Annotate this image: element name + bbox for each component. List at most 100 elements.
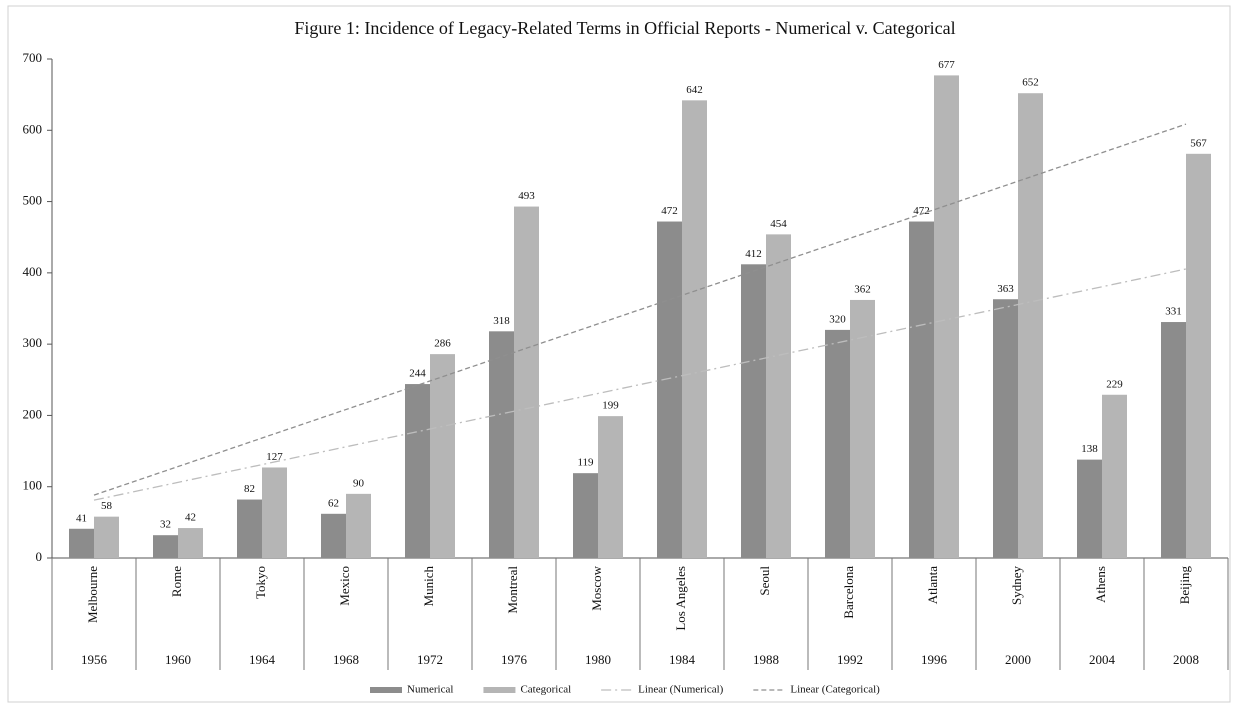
x-tick-label: Tokyo xyxy=(253,566,268,599)
x-group-label: 1972 xyxy=(417,652,443,667)
data-label: 90 xyxy=(353,477,365,489)
y-tick-label: 500 xyxy=(23,193,43,208)
bar xyxy=(766,234,791,558)
data-label: 362 xyxy=(854,283,871,295)
trendline xyxy=(93,268,1187,501)
bar xyxy=(934,75,959,558)
bar xyxy=(153,535,178,558)
legend-swatch xyxy=(483,687,516,693)
y-tick-label: 400 xyxy=(23,264,43,279)
data-label: 642 xyxy=(686,84,703,96)
x-tick-label: Athens xyxy=(1093,566,1108,603)
data-label: 58 xyxy=(101,500,113,512)
bar xyxy=(69,528,94,558)
y-tick-label: 0 xyxy=(36,549,43,564)
y-tick-label: 300 xyxy=(23,335,43,350)
bar xyxy=(430,354,455,558)
data-label: 62 xyxy=(328,497,339,509)
legend-swatch xyxy=(370,687,402,693)
data-label: 472 xyxy=(913,205,930,217)
bar xyxy=(850,299,875,558)
bar xyxy=(262,467,287,558)
bar xyxy=(178,528,203,558)
bar xyxy=(1102,394,1127,558)
x-group-label: 1992 xyxy=(837,652,863,667)
x-tick-label: Moscow xyxy=(589,565,604,610)
bar xyxy=(321,513,346,558)
chart-title: Figure 1: Incidence of Legacy-Related Te… xyxy=(294,18,955,38)
bar xyxy=(993,299,1018,558)
data-label: 286 xyxy=(434,338,451,350)
chart-border xyxy=(7,5,1231,703)
data-label: 119 xyxy=(577,457,594,469)
legend-label: Linear (Numerical) xyxy=(638,684,724,696)
x-tick-label: Sydney xyxy=(1009,566,1024,606)
bar xyxy=(598,416,623,558)
data-label: 42 xyxy=(185,512,196,524)
bar xyxy=(909,221,934,558)
x-tick-label: Beijing xyxy=(1177,566,1192,605)
data-label: 652 xyxy=(1022,77,1039,89)
bar xyxy=(94,516,119,558)
y-tick-label: 700 xyxy=(23,50,43,65)
legend-label: Linear (Categorical) xyxy=(790,684,880,696)
y-tick-label: 100 xyxy=(23,478,43,493)
bar xyxy=(741,264,766,558)
data-label: 567 xyxy=(1190,137,1207,149)
bar xyxy=(573,473,598,558)
x-group-label: 1988 xyxy=(753,652,779,667)
data-label: 199 xyxy=(602,400,619,412)
x-tick-label: Barcelona xyxy=(841,566,856,619)
bar xyxy=(1186,153,1211,558)
x-group-label: 1996 xyxy=(921,652,948,667)
data-label: 244 xyxy=(409,368,426,380)
data-label: 677 xyxy=(938,59,955,71)
x-tick-label: Rome xyxy=(169,566,184,597)
bar xyxy=(1018,93,1043,559)
bar xyxy=(682,100,707,559)
y-tick-label: 600 xyxy=(23,121,43,136)
x-tick-label: Munich xyxy=(421,566,436,607)
x-group-label: 1960 xyxy=(165,652,191,667)
x-group-label: 2004 xyxy=(1089,652,1116,667)
data-label: 127 xyxy=(266,451,283,463)
bar xyxy=(346,493,371,558)
x-tick-label: Los Angeles xyxy=(673,566,688,631)
x-group-label: 1956 xyxy=(81,652,108,667)
data-label: 331 xyxy=(1165,306,1182,318)
data-label: 472 xyxy=(661,205,678,217)
legend-label: Categorical xyxy=(520,684,571,696)
data-label: 412 xyxy=(745,248,762,260)
data-label: 41 xyxy=(76,512,87,524)
data-label: 32 xyxy=(160,519,171,531)
data-label: 320 xyxy=(829,313,846,325)
x-group-label: 1964 xyxy=(249,652,276,667)
bar xyxy=(405,384,430,558)
bar xyxy=(489,331,514,558)
x-group-label: 1968 xyxy=(333,652,359,667)
data-label: 493 xyxy=(518,190,535,202)
data-label: 138 xyxy=(1081,443,1098,455)
bar xyxy=(1161,322,1186,558)
data-label: 318 xyxy=(493,315,510,327)
x-tick-label: Seoul xyxy=(757,566,772,596)
x-group-label: 1984 xyxy=(669,652,696,667)
x-group-label: 1976 xyxy=(501,652,528,667)
data-label: 229 xyxy=(1106,378,1123,390)
bar xyxy=(237,499,262,558)
trendline xyxy=(93,123,1187,496)
data-label: 454 xyxy=(770,218,787,230)
x-group-label: 1980 xyxy=(585,652,611,667)
bar xyxy=(514,206,539,558)
y-tick-label: 200 xyxy=(23,406,43,421)
x-tick-label: Melbourne xyxy=(85,566,100,623)
bar xyxy=(1077,459,1102,558)
x-tick-label: Montreal xyxy=(505,566,520,614)
x-tick-label: Mexico xyxy=(337,566,352,606)
x-group-label: 2008 xyxy=(1173,652,1199,667)
x-group-label: 2000 xyxy=(1005,652,1031,667)
data-label: 82 xyxy=(244,483,255,495)
data-label: 363 xyxy=(997,283,1014,295)
bar xyxy=(657,221,682,558)
